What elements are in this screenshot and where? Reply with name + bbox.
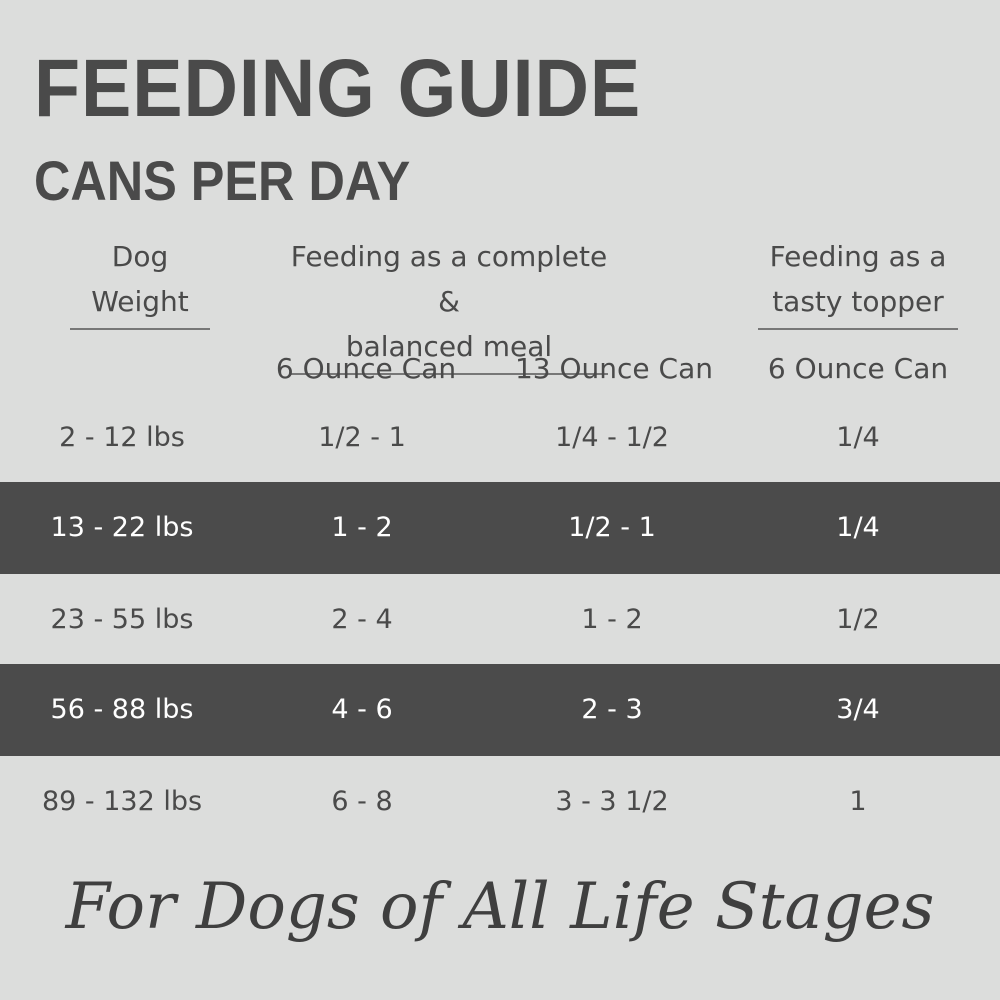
table-cell: 1 - 2 bbox=[581, 604, 643, 635]
table-row: 56 - 88 lbs 4 - 6 2 - 3 3/4 bbox=[0, 664, 1000, 756]
table-cell: 1 - 2 bbox=[331, 512, 393, 543]
sub-header: 13 Ounce Can bbox=[514, 352, 714, 385]
table-row: 2 - 12 lbs 1/2 - 1 1/4 - 1/2 1/4 bbox=[0, 392, 1000, 484]
table-cell: 6 - 8 bbox=[331, 786, 393, 817]
group-header: Feeding as a complete & balanced meal bbox=[290, 234, 608, 375]
table-cell: 1/4 bbox=[836, 422, 880, 453]
sub-header: 6 Ounce Can bbox=[767, 352, 949, 385]
table-cell: 23 - 55 lbs bbox=[50, 604, 194, 635]
table-cell: 4 - 6 bbox=[331, 694, 393, 725]
table-cell: 1/2 - 1 bbox=[318, 422, 406, 453]
table-row: 13 - 22 lbs 1 - 2 1/2 - 1 1/4 bbox=[0, 482, 1000, 574]
table-cell: 1/2 - 1 bbox=[568, 512, 656, 543]
table-cell: 1/4 bbox=[836, 512, 880, 543]
subtitle: CANS PER DAY bbox=[34, 149, 411, 212]
footer: For Dogs of All Life Stages bbox=[65, 870, 935, 944]
group-header: Feeding as a tasty topper bbox=[758, 234, 958, 330]
table-cell: 1/2 bbox=[836, 604, 880, 635]
table-row: 89 - 132 lbs 6 - 8 3 - 3 1/2 1 bbox=[0, 756, 1000, 848]
table-cell: 89 - 132 lbs bbox=[41, 786, 203, 817]
table-cell: 1/4 - 1/2 bbox=[555, 422, 669, 453]
table-cell: 2 - 3 bbox=[581, 694, 643, 725]
table-row: 23 - 55 lbs 2 - 4 1 - 2 1/2 bbox=[0, 574, 1000, 666]
table-cell: 3 - 3 1/2 bbox=[555, 786, 669, 817]
group-header: Dog Weight bbox=[70, 234, 210, 330]
table-cell: 13 - 22 lbs bbox=[50, 512, 194, 543]
title: FEEDING GUIDE bbox=[34, 43, 642, 134]
table-cell: 56 - 88 lbs bbox=[50, 694, 194, 725]
table-cell: 3/4 bbox=[836, 694, 880, 725]
table-cell: 1 bbox=[849, 786, 867, 817]
table-cell: 2 - 4 bbox=[331, 604, 393, 635]
table-cell: 2 - 12 lbs bbox=[59, 422, 185, 453]
sub-header: 6 Ounce Can bbox=[275, 352, 457, 385]
